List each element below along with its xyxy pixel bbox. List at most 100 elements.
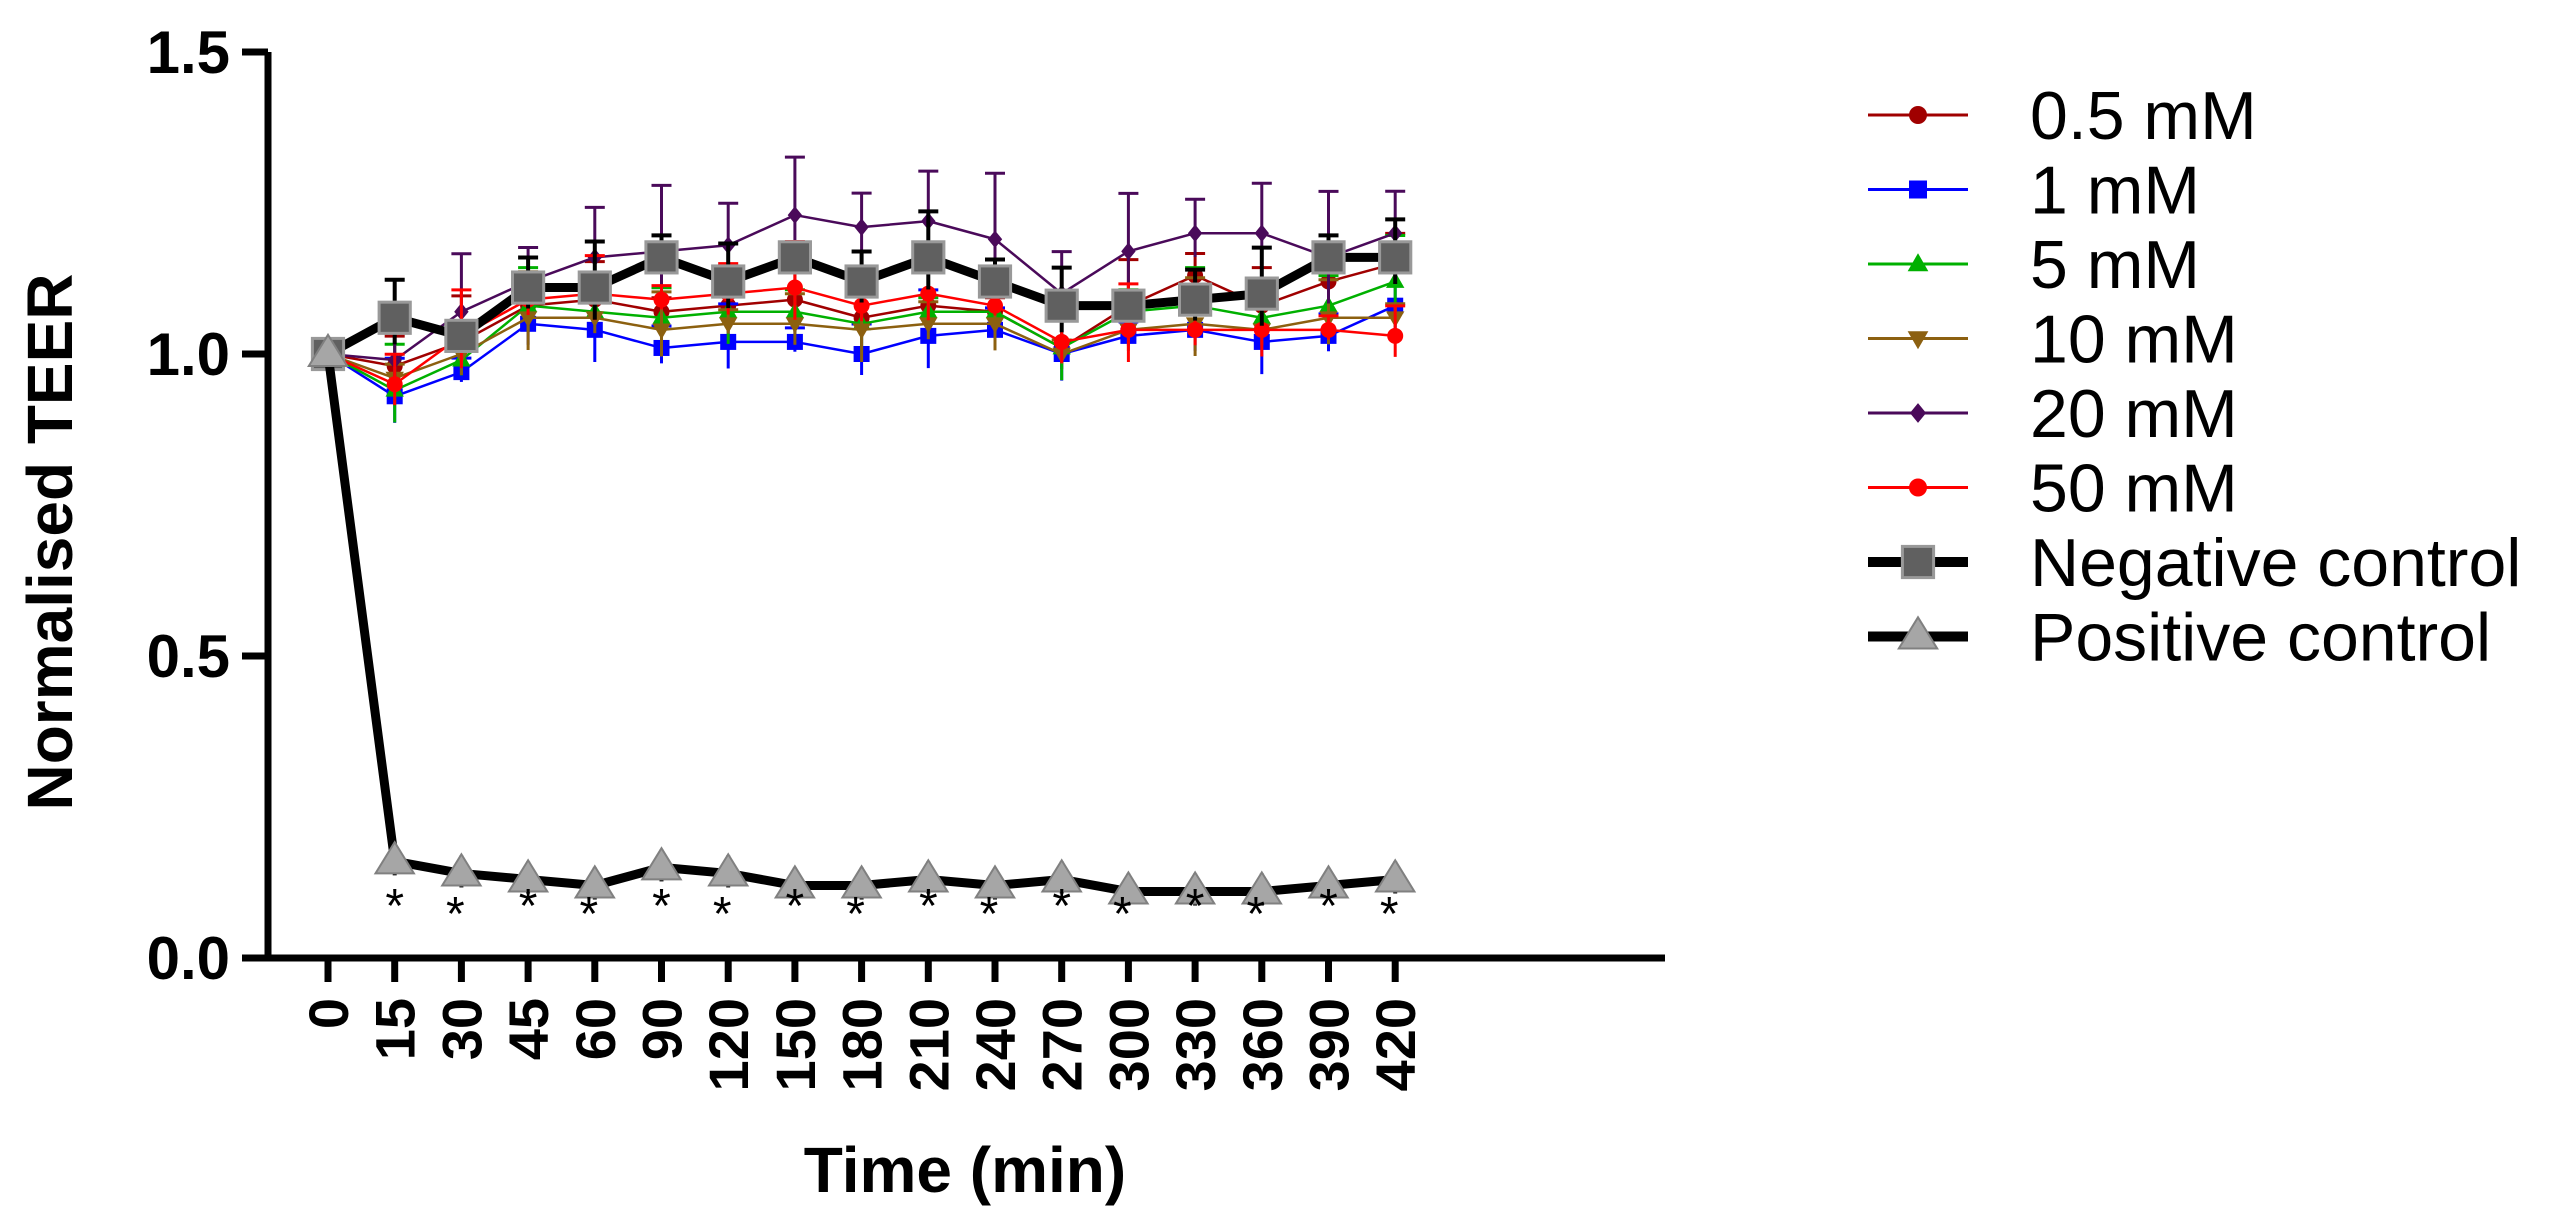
legend-label-negative-control: Negative control — [2030, 525, 2521, 601]
x-tick-label: 270 — [1031, 998, 1094, 1091]
significance-asterisk: * — [1380, 888, 1399, 941]
significance-asterisk: * — [980, 888, 999, 941]
significance-asterisk: * — [446, 888, 465, 941]
x-tick-label: 390 — [1298, 998, 1361, 1091]
legend-label-10-mm: 10 mM — [2030, 302, 2238, 378]
x-tick-label: 15 — [364, 998, 427, 1060]
x-tick-label: 120 — [697, 998, 760, 1091]
legend-marker-1-mm — [1909, 180, 1927, 199]
series-line-positive-control — [323, 353, 1396, 897]
data-point-positive-control — [440, 852, 483, 887]
data-point-negative-control — [1244, 276, 1279, 311]
data-point-10-mm — [919, 317, 938, 334]
data-point-negative-control — [1111, 288, 1146, 323]
significance-asterisk: * — [1319, 880, 1338, 933]
data-point-negative-control — [1311, 240, 1346, 275]
data-point-10-mm — [719, 317, 738, 334]
legend-marker-positive-control — [1897, 615, 1939, 650]
data-point-positive-control — [640, 846, 683, 881]
data-point-50-mm — [1387, 327, 1404, 344]
data-point-positive-control — [907, 858, 950, 893]
significance-asterisk: * — [1052, 880, 1071, 933]
data-point-positive-control — [307, 332, 349, 367]
y-axis-title: Normalised TEER — [14, 273, 86, 810]
data-point-20-mm — [787, 206, 803, 224]
data-point-50-mm — [786, 279, 803, 296]
data-point-positive-control — [840, 864, 883, 899]
significance-asterisk: * — [519, 880, 538, 933]
y-tick-label: 0.5 — [147, 623, 230, 690]
significance-asterisk: * — [919, 880, 938, 933]
data-point-negative-control — [711, 264, 746, 299]
data-point-50-mm — [386, 376, 403, 393]
legend-marker-20-mm — [1909, 403, 1927, 423]
data-point-20-mm — [1254, 224, 1269, 242]
data-point-positive-control — [1374, 858, 1417, 893]
significance-asterisk: * — [713, 888, 732, 941]
data-point-negative-control — [977, 264, 1013, 299]
legend-label-0-5-mm: 0.5 mM — [2030, 78, 2257, 154]
legend-marker-negative-control — [1900, 544, 1936, 580]
data-point-negative-control — [377, 300, 412, 335]
legend-marker-10-mm — [1907, 331, 1929, 350]
data-point-negative-control — [444, 318, 479, 353]
data-point-positive-control — [773, 864, 816, 899]
data-point-negative-control — [1378, 240, 1413, 275]
data-point-10-mm — [852, 323, 871, 340]
data-point-negative-control — [644, 240, 679, 275]
data-point-10-mm — [652, 323, 671, 340]
x-tick-label: 45 — [497, 998, 560, 1060]
significance-asterisk: * — [579, 888, 598, 941]
x-tick-label: 210 — [897, 998, 960, 1091]
data-point-10-mm — [518, 311, 538, 328]
data-point-negative-control — [511, 270, 546, 305]
significance-asterisk: * — [786, 880, 805, 933]
legend-label-positive-control: Positive control — [2030, 600, 2491, 676]
x-tick-label: 30 — [430, 998, 493, 1060]
data-point-20-mm — [854, 218, 869, 236]
data-point-positive-control — [507, 858, 550, 893]
data-point-50-mm — [1253, 321, 1270, 338]
data-point-50-mm — [1053, 333, 1070, 350]
significance-asterisk: * — [1113, 888, 1132, 941]
x-tick-label: 180 — [831, 998, 894, 1091]
data-point-positive-control — [1240, 870, 1283, 905]
data-point-20-mm — [987, 230, 1003, 249]
data-point-positive-control — [1307, 864, 1350, 899]
significance-asterisk: * — [385, 880, 404, 933]
data-point-20-mm — [1121, 242, 1136, 261]
x-tick-label: 330 — [1164, 998, 1227, 1091]
data-point-positive-control — [707, 852, 750, 887]
y-tick-label: 1.0 — [147, 321, 230, 388]
data-point-positive-control — [974, 864, 1016, 899]
y-tick-label: 0.0 — [147, 925, 230, 992]
significance-asterisk: * — [1246, 888, 1265, 941]
legend-marker-50-mm — [1909, 478, 1927, 497]
legend-label-1-mm: 1 mM — [2030, 153, 2200, 229]
x-tick-label: 90 — [631, 998, 694, 1060]
legend-label-20-mm: 20 mM — [2030, 376, 2238, 452]
x-tick-label: 150 — [764, 998, 827, 1091]
data-point-50-mm — [853, 297, 870, 314]
data-point-negative-control — [1178, 282, 1213, 317]
data-point-positive-control — [1174, 870, 1217, 905]
data-point-positive-control — [1107, 870, 1150, 905]
data-point-10-mm — [785, 317, 805, 334]
x-tick-label: 60 — [564, 998, 627, 1060]
y-tick-label: 1.5 — [147, 19, 230, 86]
x-tick-label: 300 — [1097, 998, 1160, 1091]
x-axis-title: Time (min) — [804, 1134, 1126, 1206]
data-point-50-mm — [653, 291, 670, 308]
significance-asterisk: * — [1186, 880, 1205, 933]
data-point-50-mm — [1187, 321, 1204, 338]
data-point-50-mm — [920, 285, 937, 302]
legend-label-50-mm: 50 mM — [2030, 451, 2238, 527]
significance-asterisk: * — [846, 888, 865, 941]
data-point-50-mm — [1320, 321, 1337, 338]
data-point-50-mm — [1120, 321, 1137, 338]
legend-marker-0-5-mm — [1909, 106, 1927, 124]
data-point-positive-control — [1040, 858, 1083, 893]
x-tick-label: 420 — [1364, 998, 1427, 1091]
